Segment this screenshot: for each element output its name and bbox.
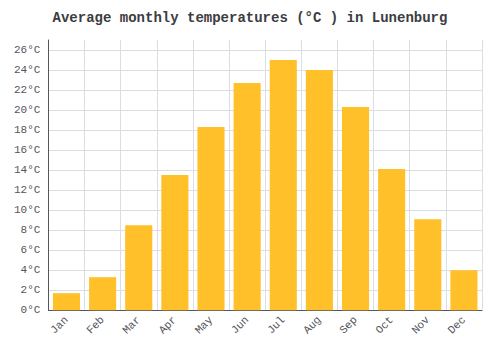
- svg-text:8°C: 8°C: [21, 224, 41, 236]
- svg-text:18°C: 18°C: [14, 124, 41, 136]
- svg-text:4°C: 4°C: [21, 264, 41, 276]
- svg-text:24°C: 24°C: [14, 64, 41, 76]
- svg-text:14°C: 14°C: [14, 164, 41, 176]
- svg-text:Feb: Feb: [84, 314, 106, 336]
- svg-text:22°C: 22°C: [14, 84, 41, 96]
- svg-text:20°C: 20°C: [14, 104, 41, 116]
- svg-text:Average monthly temperatures (: Average monthly temperatures (°C ) in Lu…: [53, 10, 448, 26]
- svg-text:12°C: 12°C: [14, 184, 41, 196]
- svg-text:0°C: 0°C: [21, 304, 41, 316]
- svg-text:26°C: 26°C: [14, 44, 41, 56]
- svg-text:Mar: Mar: [121, 314, 143, 336]
- svg-text:Aug: Aug: [301, 314, 323, 336]
- svg-text:May: May: [193, 314, 216, 337]
- svg-text:Jan: Jan: [48, 314, 70, 336]
- svg-text:10°C: 10°C: [14, 204, 41, 216]
- svg-text:Oct: Oct: [373, 314, 395, 336]
- svg-text:16°C: 16°C: [14, 144, 41, 156]
- svg-text:2°C: 2°C: [21, 284, 41, 296]
- svg-text:Jun: Jun: [229, 314, 251, 336]
- svg-text:Sep: Sep: [337, 314, 359, 336]
- svg-text:6°C: 6°C: [21, 244, 41, 256]
- svg-text:Nov: Nov: [410, 314, 433, 337]
- svg-text:Dec: Dec: [446, 314, 468, 336]
- svg-text:Jul: Jul: [265, 314, 287, 336]
- svg-text:Apr: Apr: [157, 314, 179, 336]
